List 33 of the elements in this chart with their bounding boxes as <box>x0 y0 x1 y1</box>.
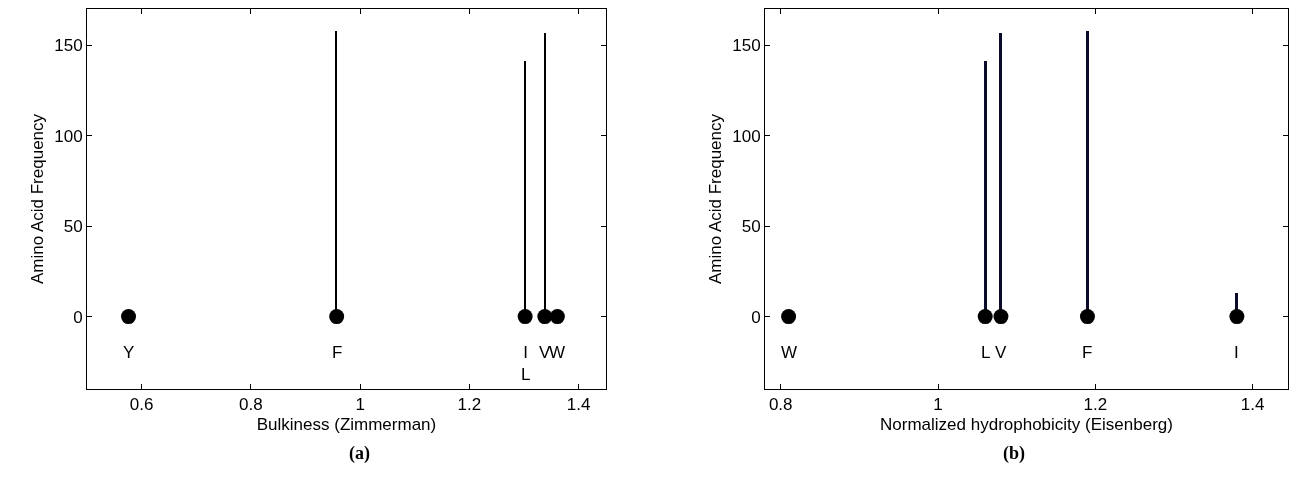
annotation: W <box>781 343 798 362</box>
x-tick-label: 0.6 <box>129 395 154 415</box>
text: (b) <box>1003 443 1025 464</box>
x-axis-title: Bulkiness (Zimmerman) <box>256 414 437 434</box>
annotation: F <box>332 343 343 362</box>
x-tick-label: 1.4 <box>1240 395 1265 415</box>
annotation: I L <box>521 343 531 385</box>
y-tick-label: 50 <box>741 217 761 237</box>
text: (a) <box>349 443 370 464</box>
annotation: W <box>549 343 566 362</box>
x-tick-label: 1.4 <box>566 395 591 415</box>
y-axis-title: Amino Acid Frequency <box>705 113 725 285</box>
x-axis-title: Normalized hydrophobicity (Eisenberg) <box>880 414 1173 434</box>
annotation: V <box>995 343 1007 362</box>
y-tick-label: 50 <box>63 217 83 237</box>
y-tick-label: 150 <box>732 36 761 56</box>
x-tick-label: 0.8 <box>239 395 263 415</box>
y-tick-label: 100 <box>732 126 761 146</box>
y-tick-label: 150 <box>54 36 83 56</box>
y-tick-label: 0 <box>751 307 761 327</box>
y-tick-label: 0 <box>73 307 83 327</box>
annotation: I <box>1234 343 1239 362</box>
x-tick-label: 1.2 <box>457 395 482 415</box>
x-tick-label: 1 <box>355 395 365 415</box>
annotation: V <box>539 343 551 362</box>
x-tick-label: 1 <box>933 395 943 415</box>
annotation: Y <box>123 343 135 362</box>
annotation: F <box>1082 343 1093 362</box>
x-tick-label: 1.2 <box>1083 395 1108 415</box>
annotation: L <box>981 343 991 362</box>
y-axis-title: Amino Acid Frequency <box>27 113 47 285</box>
x-tick-label: 0.8 <box>768 395 793 415</box>
y-tick-label: 100 <box>54 126 83 146</box>
